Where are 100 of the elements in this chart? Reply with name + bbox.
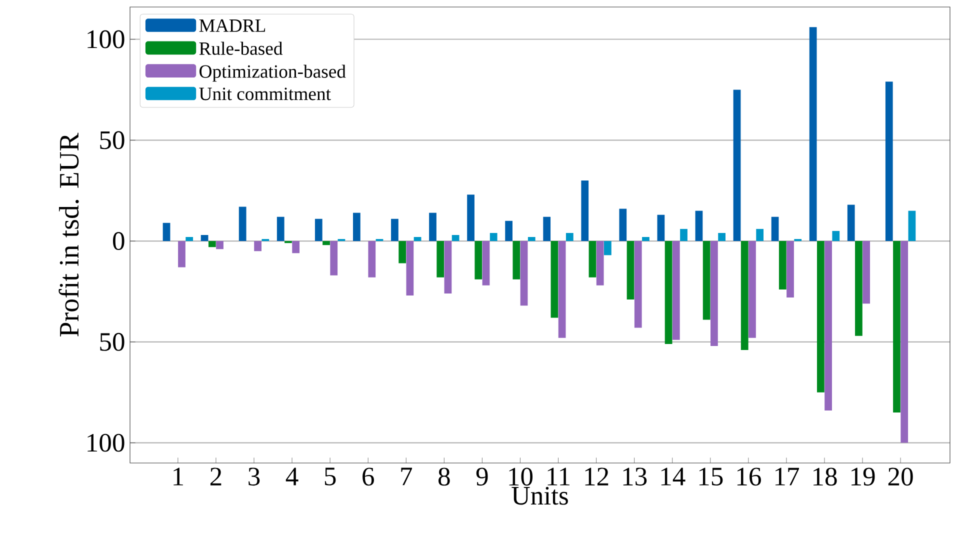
bar (733, 90, 741, 242)
bar (368, 241, 376, 278)
bar (740, 241, 748, 350)
bar (292, 241, 300, 254)
bar (406, 241, 414, 296)
bar (550, 241, 558, 318)
x-tick-label: 8 (438, 468, 450, 486)
bar (581, 180, 589, 242)
bar (718, 232, 726, 242)
x-tick-label: 9 (476, 468, 488, 486)
legend-label: Rule-based (199, 42, 283, 55)
bar (680, 228, 688, 242)
bar (520, 241, 528, 306)
bar (847, 204, 855, 242)
bar (786, 241, 794, 298)
bar (862, 241, 870, 304)
bar (505, 220, 512, 242)
bar (664, 241, 672, 344)
x-tick-label: 7 (401, 468, 412, 486)
bar (642, 237, 650, 242)
bar (596, 241, 604, 286)
bar (162, 222, 170, 242)
x-tick-label: 10 (509, 468, 533, 486)
bar (512, 241, 520, 280)
x-tick-label: 11 (548, 468, 570, 486)
x-tick-label: 3 (248, 468, 260, 486)
bar (528, 237, 536, 242)
bar (186, 237, 194, 242)
bar (543, 216, 551, 242)
bar (626, 241, 634, 300)
bar (208, 241, 216, 248)
bar (657, 214, 665, 242)
x-tick-label: 20 (888, 468, 913, 486)
legend-label: Unit commitment (199, 88, 331, 100)
y-tick-label: 50 (100, 332, 124, 351)
bar (809, 27, 817, 242)
bar (756, 228, 764, 242)
bar (238, 206, 246, 242)
legend-label: Optimization-based (200, 64, 346, 82)
bar (254, 241, 262, 252)
bar (824, 241, 832, 411)
x-tick-label: 4 (286, 468, 298, 486)
y-tick-label: 100 (88, 434, 124, 452)
bar (482, 241, 490, 286)
x-tick-label: 18 (813, 468, 837, 486)
bar (352, 212, 360, 242)
bar (634, 241, 642, 328)
bar (702, 241, 710, 320)
x-tick-label: 15 (699, 468, 723, 486)
legend-label: MADRL (199, 19, 266, 32)
bar (778, 241, 786, 290)
bar (816, 241, 824, 392)
y-axis-title: Profit in tsd. EUR (58, 132, 79, 336)
bar (566, 232, 574, 242)
bar (771, 216, 779, 242)
x-tick-label: 14 (661, 468, 686, 486)
bar (588, 241, 596, 278)
bar (619, 208, 627, 242)
x-tick-label: 12 (585, 468, 608, 486)
bar (695, 210, 703, 242)
bar (893, 241, 900, 413)
bar (452, 234, 460, 242)
bar (200, 234, 208, 242)
bar (330, 241, 338, 276)
bar (391, 218, 398, 242)
y-tick-label: 50 (100, 131, 124, 150)
x-tick-label: 19 (852, 468, 875, 486)
x-tick-label: 17 (775, 468, 800, 486)
bar (900, 241, 908, 443)
bar (490, 232, 498, 242)
bar (414, 237, 422, 242)
bar (276, 216, 284, 242)
bar (436, 241, 444, 278)
bar (748, 241, 756, 338)
x-tick-label: 5 (324, 468, 336, 486)
bar (314, 218, 322, 242)
bar (429, 212, 436, 242)
x-tick-label: 13 (623, 468, 647, 486)
bar (558, 241, 566, 338)
bar (604, 241, 612, 256)
bar (710, 241, 718, 346)
y-tick-label: 100 (88, 30, 124, 48)
bar (178, 241, 186, 268)
x-tick-label: 1 (174, 468, 183, 486)
bar (908, 210, 916, 242)
bar (474, 241, 482, 280)
bar (885, 82, 893, 242)
bar (672, 241, 680, 340)
bar (832, 230, 840, 242)
bar (467, 194, 474, 242)
x-tick-label: 6 (362, 468, 374, 486)
bar (322, 241, 330, 246)
y-tick-label: 0 (112, 232, 124, 250)
bar (444, 241, 452, 294)
bar (855, 241, 862, 336)
bar (216, 241, 224, 250)
bar (398, 241, 406, 264)
x-axis-title: Units (512, 486, 568, 505)
x-tick-label: 16 (737, 468, 761, 486)
x-tick-label: 2 (210, 468, 222, 486)
